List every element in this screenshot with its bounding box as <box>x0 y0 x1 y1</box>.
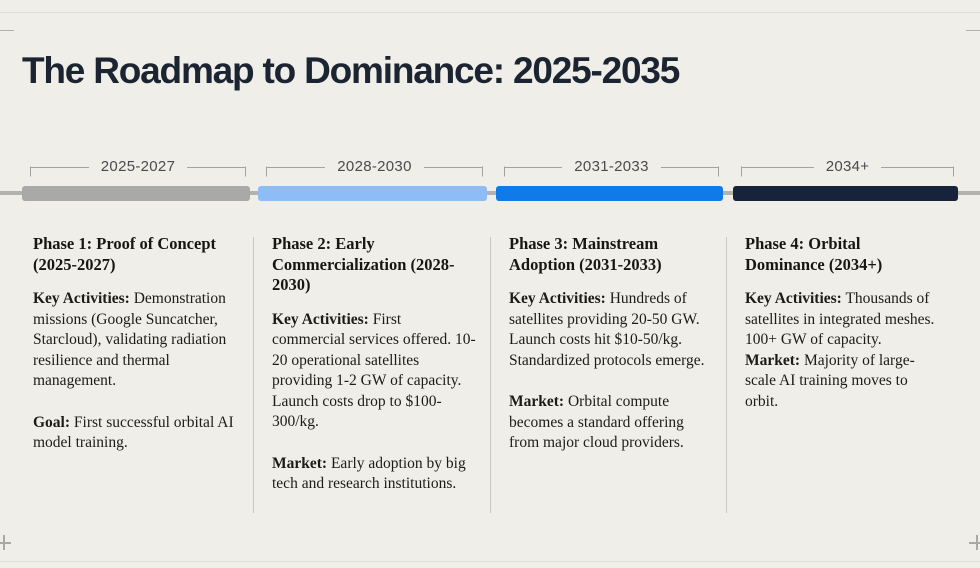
bracket-corner-left <box>30 166 31 177</box>
section-label: Key Activities: <box>509 290 606 307</box>
segment-bar-phase2 <box>258 186 487 201</box>
phase-heading: Phase 2: Early Commercialization (2028-2… <box>272 234 455 294</box>
phase-heading: Phase 3: Mainstream Adoption (2031-2033) <box>509 234 662 274</box>
phase-section: Goal: First successful orbital AI model … <box>33 413 240 454</box>
timeline-segment-phase1: 2025-2027 <box>22 158 250 201</box>
timeline-segment-phase2: 2028-2030 <box>258 158 487 201</box>
column-divider <box>253 237 254 513</box>
section-text: First commercial services offered. 10-20… <box>272 310 476 431</box>
crop-mark-bottom-left <box>0 535 11 550</box>
segment-bar-phase1 <box>22 186 250 201</box>
phase-section: Market: Early adoption by big tech and r… <box>272 454 477 495</box>
phase-section: Key Activities: First commercial service… <box>272 310 477 433</box>
segment-bracket: 2034+ <box>741 158 955 177</box>
timeline-baseline <box>0 191 980 195</box>
phase-columns: Phase 1: Proof of Concept (2025-2027) Ke… <box>22 234 958 495</box>
phase-column-4: Phase 4: Orbital Dominance (2034+) Key A… <box>727 234 958 495</box>
phase-column-1: Phase 1: Proof of Concept (2025-2027) Ke… <box>22 234 254 495</box>
section-label: Key Activities: <box>272 310 369 328</box>
section-label: Market: <box>272 454 328 472</box>
section-text: Demonstration missions (Google Suncatche… <box>33 290 227 389</box>
bottom-hairline <box>0 561 980 562</box>
section-label: Goal: <box>33 413 71 431</box>
timeline-segment-phase4: 2034+ <box>733 158 958 201</box>
segment-bar-phase4 <box>733 186 958 201</box>
section-text: Majority of large-scale AI training move… <box>745 351 915 410</box>
segment-label: 2031-2033 <box>574 158 649 175</box>
section-text: Early adoption by big tech and research … <box>272 454 466 493</box>
phase-section: Key Activities: Hundreds of satellites p… <box>509 289 713 371</box>
section-label: Key Activities: <box>745 290 842 307</box>
phase-section: Key Activities: Thousands of satellites … <box>745 289 944 351</box>
timeline-segment-phase3: 2031-2033 <box>496 158 723 201</box>
crop-mark-bottom-right <box>969 535 980 550</box>
section-text: Orbital compute becomes a standard offer… <box>509 393 684 451</box>
segment-bar-phase3 <box>496 186 723 201</box>
segment-bracket: 2031-2033 <box>504 158 719 177</box>
section-text: Hundreds of satellites providing 20-50 G… <box>509 290 705 369</box>
bracket-corner-right <box>482 166 483 177</box>
section-text: First successful orbital AI model traini… <box>33 413 234 452</box>
phase-column-2: Phase 2: Early Commercialization (2028-2… <box>254 234 491 495</box>
section-text: Thousands of satellites in integrated me… <box>745 290 935 348</box>
bracket-corner-right <box>718 166 719 177</box>
section-label: Key Activities: <box>33 290 130 307</box>
phase-section: Key Activities: Demonstration missions (… <box>33 289 240 392</box>
bracket-corner-left <box>504 166 505 177</box>
section-label: Market: <box>745 351 801 369</box>
crop-tick-top-left <box>0 30 14 31</box>
phase-section: Market: Orbital compute becomes a standa… <box>509 392 713 454</box>
bracket-corner-left <box>266 166 267 177</box>
section-label: Market: <box>509 393 565 410</box>
segment-label: 2034+ <box>825 158 870 175</box>
phase-section: Market: Majority of large-scale AI train… <box>745 351 944 413</box>
phase-column-3: Phase 3: Mainstream Adoption (2031-2033)… <box>491 234 727 495</box>
segment-bracket: 2025-2027 <box>30 158 246 177</box>
segment-label: 2028-2030 <box>337 158 412 175</box>
segment-bracket: 2028-2030 <box>266 158 483 177</box>
column-divider <box>490 237 491 513</box>
crop-tick-top-right <box>966 30 980 31</box>
segment-label: 2025-2027 <box>100 158 176 175</box>
bracket-corner-right <box>953 166 955 177</box>
bracket-corner-left <box>741 166 742 177</box>
phase-heading: Phase 1: Proof of Concept (2025-2027) <box>33 234 216 274</box>
column-divider <box>726 237 727 513</box>
page-title: The Roadmap to Dominance: 2025-2035 <box>22 50 680 91</box>
phase-heading: Phase 4: Orbital Dominance (2034+) <box>745 234 883 274</box>
top-hairline <box>0 12 980 13</box>
bracket-corner-right <box>245 166 246 177</box>
